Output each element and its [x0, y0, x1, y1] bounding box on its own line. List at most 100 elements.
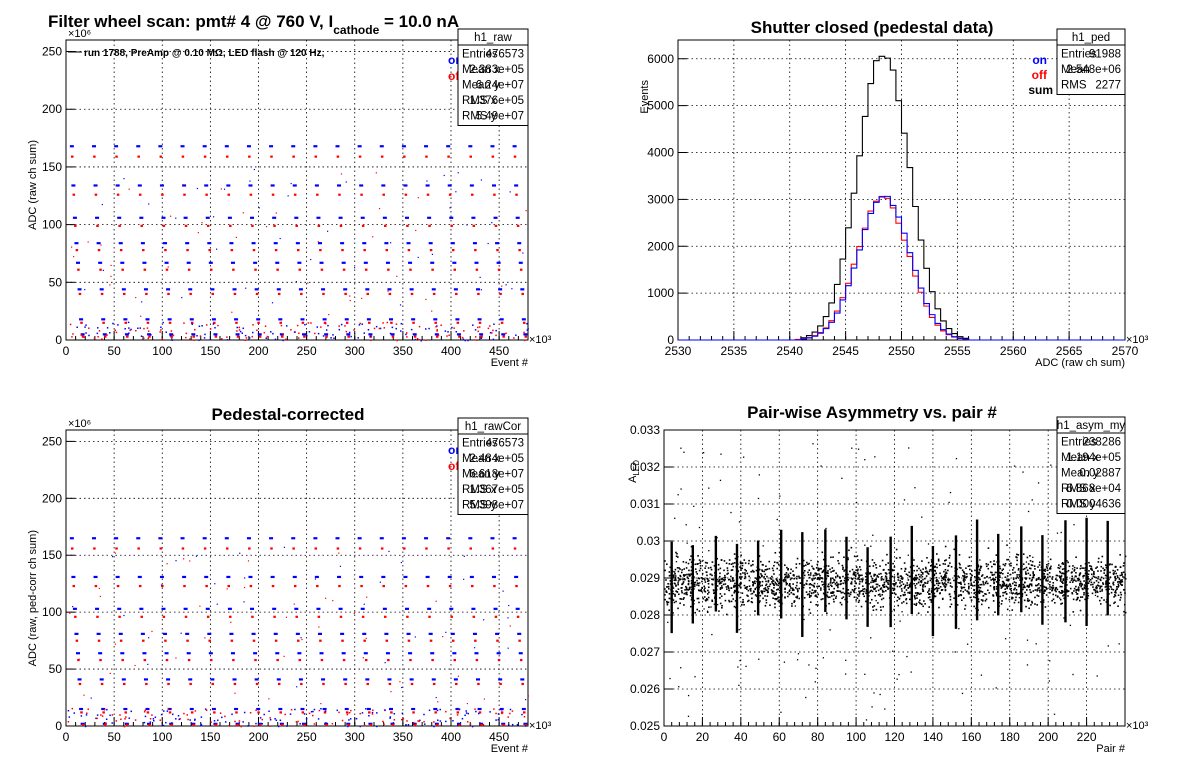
p4-point	[1001, 569, 1004, 572]
p3-low-point	[85, 714, 88, 716]
p1-on-point	[185, 242, 190, 245]
p4-point	[814, 591, 817, 593]
p3-off-point	[412, 711, 415, 714]
p4-outlier-point	[794, 605, 796, 607]
p3-low-point	[96, 717, 98, 720]
p4-point	[1075, 571, 1077, 574]
p4-point	[731, 578, 734, 581]
p1-off-point	[474, 249, 477, 252]
p4-point	[808, 576, 811, 579]
p4-point	[884, 575, 887, 577]
p1-off-point	[338, 193, 341, 196]
p4-point	[793, 589, 795, 591]
p3-low-point	[130, 710, 132, 713]
p1-low-point	[400, 322, 403, 325]
p4-point	[924, 570, 927, 573]
p4-point	[1006, 558, 1008, 561]
p3-off-point	[143, 658, 147, 662]
p3-scatter-point	[69, 612, 71, 614]
p4-point	[808, 583, 811, 586]
p4-point	[1123, 610, 1125, 613]
p3-on-point	[295, 632, 300, 635]
p1-scatter-point	[417, 256, 419, 259]
p4-point	[951, 586, 953, 588]
p1-on-point	[213, 333, 218, 336]
p4-point	[821, 551, 824, 554]
p4-point	[1017, 577, 1020, 579]
p4-point	[924, 582, 927, 584]
p4-point	[839, 583, 841, 586]
p3-low-point	[368, 715, 370, 717]
p4-point	[772, 590, 775, 593]
p1-low-point	[436, 325, 438, 327]
p1-off-point	[292, 155, 295, 158]
p4-point	[1005, 585, 1008, 587]
p4-point	[1120, 593, 1123, 596]
p3-off-point	[97, 639, 101, 642]
p3-on-point	[431, 678, 436, 681]
p3-low-point	[234, 720, 236, 723]
p3-low-point	[144, 709, 146, 712]
p4-point	[1006, 579, 1009, 582]
p3-low-point	[205, 709, 208, 712]
p1-run-note: run 1788, PreAmp @ 0.10 MΩ, LED flash @ …	[84, 48, 325, 59]
p4-point	[821, 570, 824, 573]
p4-point	[740, 567, 742, 569]
p4-point	[776, 567, 778, 570]
p4-point	[905, 598, 907, 601]
p3-off-point	[455, 682, 458, 686]
p4-point	[1007, 579, 1010, 582]
p1-off-point	[403, 155, 406, 158]
p4-point	[892, 569, 895, 572]
p3-low-point	[186, 714, 189, 716]
p4-point	[719, 567, 722, 570]
p4-point	[949, 598, 952, 601]
p4-point	[885, 577, 888, 580]
p3-on-point	[335, 537, 340, 540]
p4-point	[1083, 567, 1085, 570]
p4-point	[788, 575, 790, 577]
p1-off-point	[211, 292, 215, 296]
p3-low-point	[482, 723, 485, 726]
p4-point	[723, 560, 726, 562]
p3-low-point	[383, 723, 385, 725]
p4-point	[979, 586, 982, 589]
p3-off-point	[316, 584, 319, 588]
p3-off-point	[209, 658, 213, 662]
p1-on-point	[295, 242, 300, 245]
p4-point	[816, 563, 819, 566]
p4-point	[815, 595, 818, 598]
p3-off-point	[450, 615, 453, 618]
p3-scatter-point	[474, 647, 476, 649]
p4-point	[793, 600, 796, 603]
p4-point	[927, 561, 930, 564]
p4-point	[1061, 572, 1064, 574]
p3-off-point	[203, 547, 207, 550]
p3-low-point	[497, 713, 500, 715]
p4-point	[797, 590, 799, 593]
p4-point	[793, 593, 795, 596]
p1-x-tick-label: 0	[63, 344, 70, 358]
p4-point	[712, 578, 715, 581]
p3-on-point	[384, 632, 389, 635]
p1-scatter-point	[249, 180, 251, 182]
p1-low-point	[472, 324, 474, 326]
p4-point	[787, 568, 789, 571]
p1-low-point	[282, 333, 285, 335]
p4-point	[985, 563, 988, 565]
p4-point	[795, 563, 798, 565]
p3-on-point	[292, 575, 297, 579]
p4-point	[1062, 594, 1064, 597]
p1-low-point	[265, 337, 268, 339]
p1-on-point	[357, 145, 362, 148]
p4-point	[745, 570, 747, 572]
p4-point	[684, 585, 687, 588]
p4-point	[945, 576, 947, 579]
p3-low-point	[458, 708, 461, 711]
p3-on-point	[77, 678, 82, 681]
p4-point	[921, 571, 924, 574]
p4-point	[869, 602, 872, 604]
p4-point	[1016, 563, 1018, 566]
p4-point	[1072, 565, 1074, 567]
p1-off-point	[258, 335, 262, 338]
